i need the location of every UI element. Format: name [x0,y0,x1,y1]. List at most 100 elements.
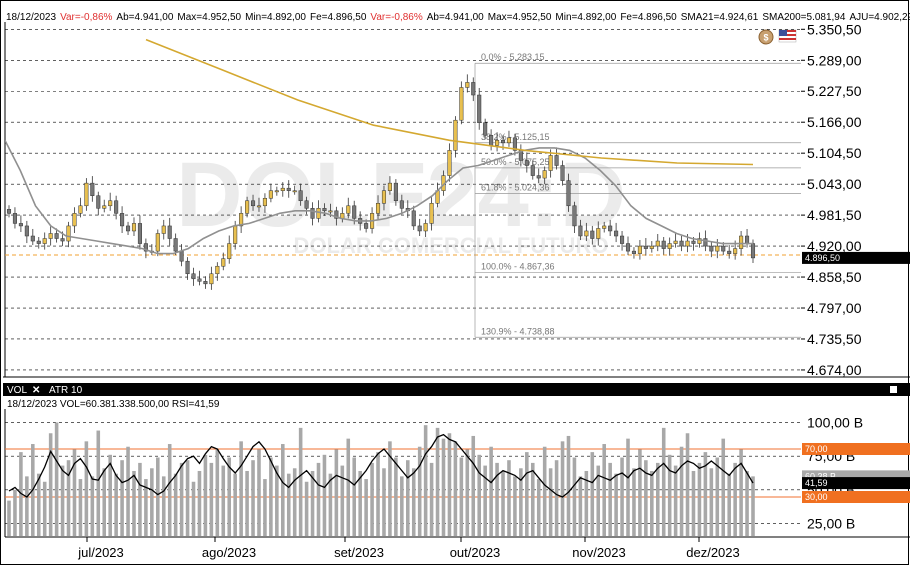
volume-bar [709,468,714,536]
volume-bar [655,462,660,536]
volume-bar [138,462,142,536]
volume-bar [417,446,422,536]
tab-vol[interactable]: VOL [7,385,27,396]
candle-body [316,208,321,219]
volume-bar [66,460,71,536]
tab-atr[interactable]: ATR 10 [49,385,83,396]
candle-body [429,203,434,224]
volume-bar [340,465,345,536]
volume-bar [114,473,118,536]
candle-body [24,225,29,237]
volume-bar [530,462,535,536]
candle-body [239,213,244,227]
candle-body [334,210,339,219]
volume-bar [370,462,374,536]
volume-bar [560,441,565,536]
candle-body [691,240,696,244]
candle-body [120,213,125,227]
fib-level-label: 61.8% - 5.024,36 [481,183,550,193]
candle-body [298,190,303,202]
candle-body [292,190,297,193]
candle-body [66,225,71,242]
volume-bar [221,465,226,536]
candle-body [506,137,512,144]
candle-body [471,82,476,96]
close-icon[interactable]: ✕ [32,385,40,396]
candle-body [179,250,184,262]
y-tick-label: 5.289,00 [807,52,862,68]
volume-bar [489,446,493,536]
candle-body [215,265,220,275]
volume-tag-label: 60,38 B [805,471,836,481]
x-tick-label: ago/2023 [202,545,256,560]
volume-bar [144,479,148,536]
volume-bar [36,473,41,536]
header-item: Max=4.952,50 [488,12,552,23]
candle-body [745,235,750,244]
candle-body [256,205,262,208]
fib-level-label: 50.0% - 5.075,25 [481,157,550,167]
y-tick-label: 4.797,00 [807,300,862,316]
candle-body [733,248,738,254]
volume-bar [596,465,601,536]
volume-bar [703,452,708,536]
volume-bar [275,465,279,536]
candle-body [387,182,392,191]
header-item: SMA200=5.081,94 [762,12,846,23]
candle-body [42,238,47,244]
volume-bar [584,470,589,536]
candle-body [203,281,208,285]
volume-bar [334,449,339,536]
volume-bar [72,449,77,536]
volume-bar [602,444,606,536]
header-item: Ab=4.941,00 [427,12,484,23]
volume-bar [405,460,410,536]
volume-bar [525,452,529,536]
volume-bar [286,473,291,536]
candle-body [542,170,547,179]
volume-bar [364,479,368,536]
candle-body [459,87,464,121]
maximize-panel-button[interactable] [890,386,897,393]
candle-body [709,245,714,252]
volume-bar [727,473,731,536]
x-tick-label: dez/2023 [686,545,740,560]
volume-bar [411,468,416,536]
candle-body [364,223,369,229]
volume-bar [697,462,702,536]
candle-body [310,208,315,219]
candle-body [161,225,166,234]
rsi-upper-tag-label: 70,00 [805,444,828,454]
candle-body [697,238,702,244]
candle-body [340,213,345,219]
candle-body [750,243,756,259]
volume-bar [358,470,362,536]
candle-body [661,240,666,249]
volume-bar [13,489,17,536]
candle-body [500,140,506,144]
candle-body [227,243,232,259]
candle-body [727,250,732,254]
volume-bar [679,446,684,536]
volume-bar [745,470,749,536]
header-item: SMA21=4.924,61 [681,12,759,23]
us-flag-icon[interactable] [778,29,797,43]
volume-bar [590,452,595,536]
volume-bar [691,470,696,536]
volume-bar [298,427,303,536]
volume-bar [310,470,315,536]
volume-bar [96,430,101,536]
dollar-sign-icon[interactable] [758,29,774,45]
candle-body [131,223,137,232]
volume-bar [578,476,583,536]
candle-body [191,273,196,280]
volume-bar [638,449,642,536]
volume-bar [173,473,178,536]
volume-bar [60,465,65,536]
candle-body [673,240,678,244]
volume-bar [84,441,89,536]
candle-body [155,233,160,252]
volume-bar [435,427,440,536]
volume-bar [471,435,476,536]
